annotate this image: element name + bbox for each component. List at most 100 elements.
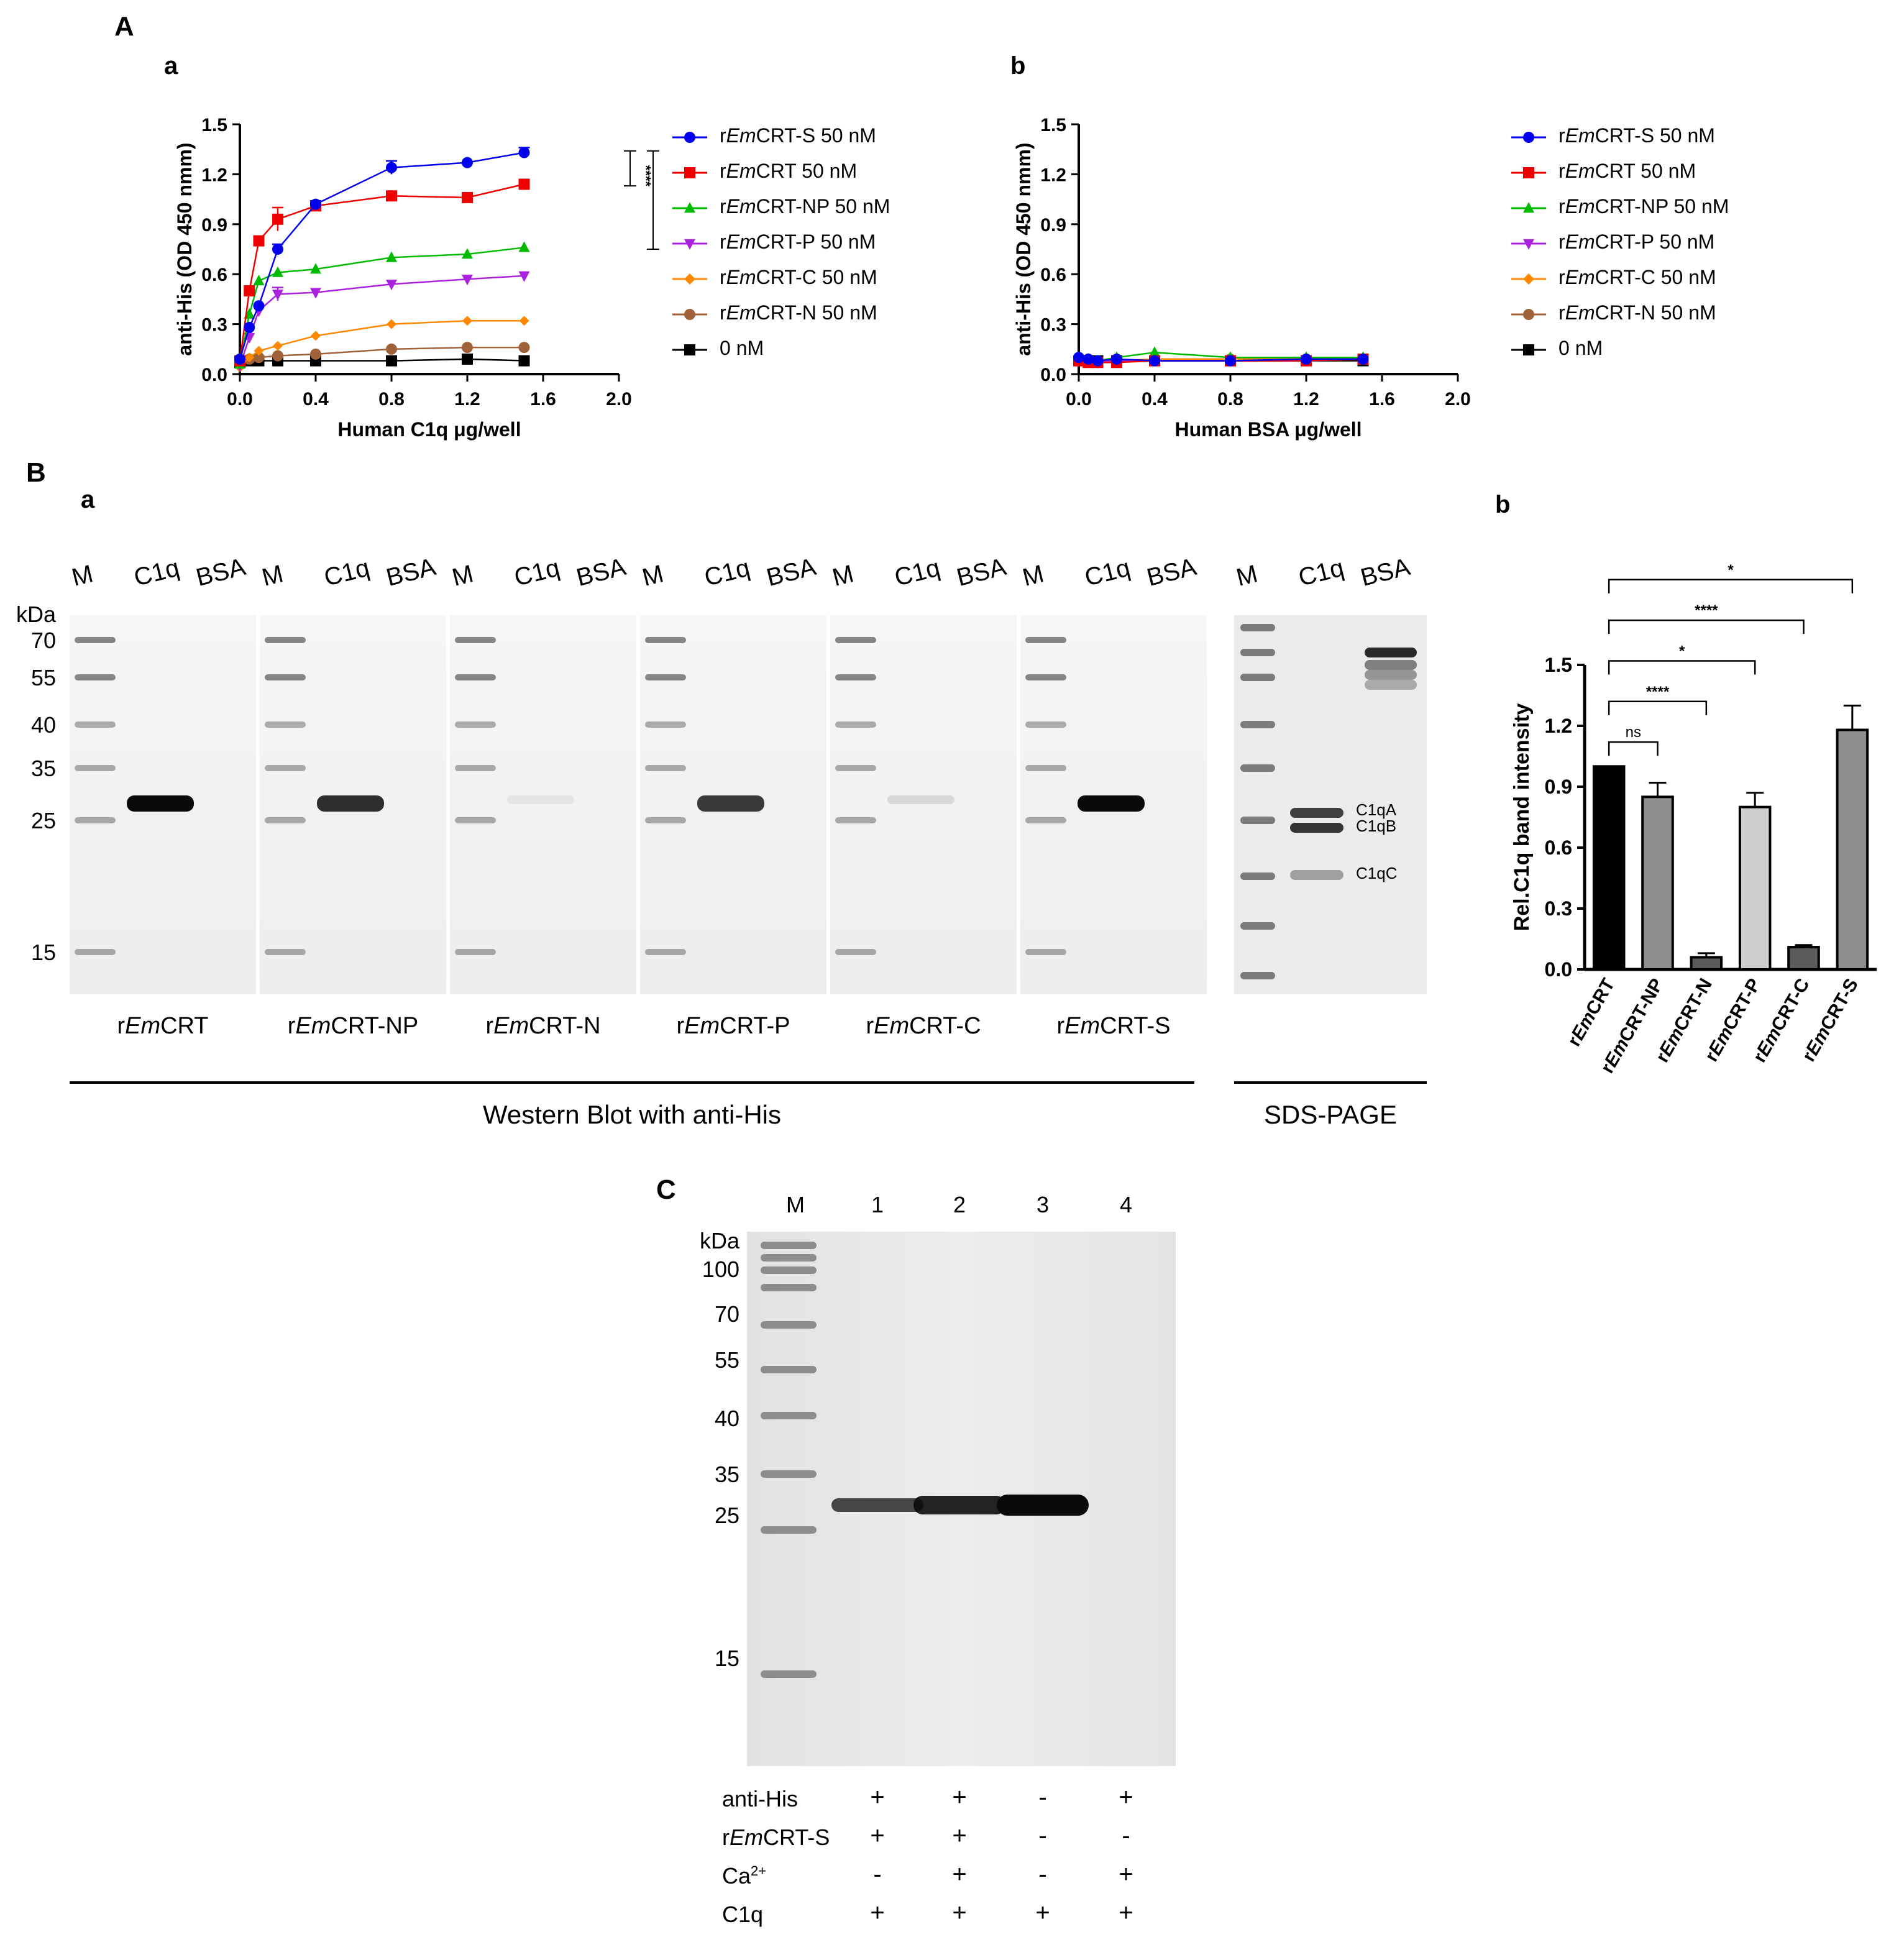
legend-label: rEmCRT-S 50 nM	[720, 124, 876, 147]
ladder-band	[75, 817, 116, 823]
ladder-band	[1025, 765, 1066, 771]
category-label: rEmCRT	[1564, 975, 1619, 1050]
lane-label: C1q	[1082, 554, 1133, 592]
data-point-rEmCRT-P	[462, 275, 473, 286]
lane-label: BSA	[574, 552, 629, 592]
panel-label-Ab: b	[1010, 52, 1026, 80]
condition-value: -	[1038, 1822, 1047, 1849]
y-tick-label: 0.6	[201, 265, 227, 285]
legend-symbol	[684, 167, 695, 178]
y-tick-label: 1.2	[201, 165, 227, 185]
data-point-rEmCRT-N	[272, 350, 283, 362]
bar	[1836, 728, 1869, 971]
condition-value: +	[952, 1899, 967, 1926]
category-label-post: CRT	[1582, 975, 1619, 1019]
legend-symbol	[684, 308, 695, 320]
data-point-rEmCRT-C	[254, 346, 264, 356]
bar	[1738, 805, 1772, 971]
series-line-rEmCRT	[239, 183, 524, 361]
blot-name-label: rEmCRT	[117, 1013, 209, 1039]
ladder-band	[1240, 764, 1275, 772]
ladder-band	[1240, 624, 1275, 631]
x-tick-label: 1.2	[1293, 389, 1319, 410]
bsa-band	[1365, 670, 1417, 680]
data-point-rEmCRT-P	[386, 280, 397, 291]
significance-label: *	[1679, 643, 1685, 659]
legend-entry: rEmCRT 50 nM	[1510, 160, 1696, 185]
x-tick-label: 0.8	[1217, 389, 1243, 410]
legend-marker	[1511, 201, 1546, 213]
data-point-rEmCRT-S	[253, 300, 265, 312]
panel-label-Aa: a	[164, 52, 178, 80]
sample-band	[831, 1498, 923, 1512]
y-axis-label: Rel.C1q band intensity	[1510, 703, 1534, 932]
data-point-0nM	[462, 353, 473, 365]
line-chart-bsa: 0.0 0.3 0.6 0.9 1.2 1.5 0.0 0.4 0.8 1.2 1.6 2.0 Huma…	[1012, 115, 1471, 441]
ladder-band	[645, 674, 686, 680]
kda-marker-label: 35	[30, 756, 56, 781]
ladder-band	[835, 637, 876, 643]
data-point-rEmCRT-S	[1149, 355, 1160, 367]
y-tick-label: 1.2	[1040, 165, 1066, 185]
legend-marker	[672, 167, 707, 178]
condition-label: rEmCRT-S	[722, 1825, 830, 1850]
legend-entry: rEmCRT-P 50 nM	[671, 231, 876, 255]
sds-underline	[1234, 1081, 1427, 1084]
sds-caption: SDS-PAGE	[1264, 1100, 1397, 1129]
ladder-band	[455, 637, 496, 643]
legend-symbol	[1523, 273, 1534, 285]
legend-symbol	[1523, 167, 1534, 178]
ladder-band	[761, 1321, 817, 1329]
condition-value: -	[873, 1861, 882, 1888]
condition-value: +	[952, 1784, 967, 1811]
sample-band	[997, 1495, 1089, 1516]
data-point-rEmCRT	[272, 213, 283, 225]
y-tick-label: 1.5	[201, 115, 227, 135]
x-tick-label: 2.0	[1445, 389, 1471, 410]
legend-marker	[672, 201, 707, 213]
legend-marker	[672, 344, 707, 355]
data-point-rEmCRT-C	[387, 319, 396, 329]
data-point-rEmCRT-NP	[518, 241, 530, 252]
ladder-band	[455, 949, 496, 955]
ladder-band	[75, 949, 116, 955]
x-tick-label: 1.6	[1369, 389, 1395, 410]
significance-bracket	[1608, 700, 1708, 715]
legend-c1q: rEmCRT-S 50 nM rEmCRT 50 nM rEmCRT-NP 50 n…	[671, 124, 932, 373]
western-underline	[70, 1081, 1194, 1084]
lane-label: C1q	[702, 554, 753, 592]
data-point-rEmCRT	[253, 235, 265, 247]
sds-page-gel: C1qA C1qB C1qC	[1234, 615, 1427, 994]
x-tick-label: 0.8	[378, 389, 405, 410]
y-tick-label: 0.9	[1545, 776, 1572, 798]
ladder-band	[75, 765, 116, 771]
lane-label: BSA	[954, 552, 1009, 592]
ladder-band	[1025, 721, 1066, 728]
ladder-band	[455, 674, 496, 680]
blot-membrane	[1020, 615, 1207, 994]
western-blot-panel: kDa 70 55 40 35 25 15 M C1q BSA rEmCRT M C1q BSA rEmCR…	[0, 516, 1467, 1137]
legend-entry: rEmCRT-N 50 nM	[671, 301, 877, 326]
blot-membrane	[70, 615, 256, 994]
data-point-rEmCRT-N	[518, 342, 530, 354]
lane-label: M	[69, 560, 96, 592]
condition-value: +	[870, 1899, 885, 1926]
ladder-band	[265, 721, 306, 728]
western-caption: Western Blot with anti-His	[482, 1100, 782, 1129]
lane-label: BSA	[1144, 552, 1199, 592]
y-tick-label: 0.3	[201, 315, 227, 336]
panel-label-Bb: b	[1495, 491, 1511, 518]
data-point-rEmCRT-C	[519, 316, 529, 326]
bsa-band	[1365, 660, 1417, 670]
lane-label: 4	[1119, 1192, 1133, 1217]
y-tick-label: 0.0	[1545, 958, 1572, 981]
c1q-band	[697, 795, 764, 812]
c1q-chain-band	[1290, 823, 1343, 833]
kda-marker-label: 40	[30, 712, 56, 738]
legend-entry: rEmCRT-S 50 nM	[671, 124, 876, 149]
data-point-rEmCRT-C	[462, 316, 472, 326]
data-point-rEmCRT-S	[1073, 352, 1084, 364]
data-point-rEmCRT-P	[310, 288, 321, 299]
c1q-band	[887, 795, 954, 804]
legend-symbol	[684, 131, 695, 143]
